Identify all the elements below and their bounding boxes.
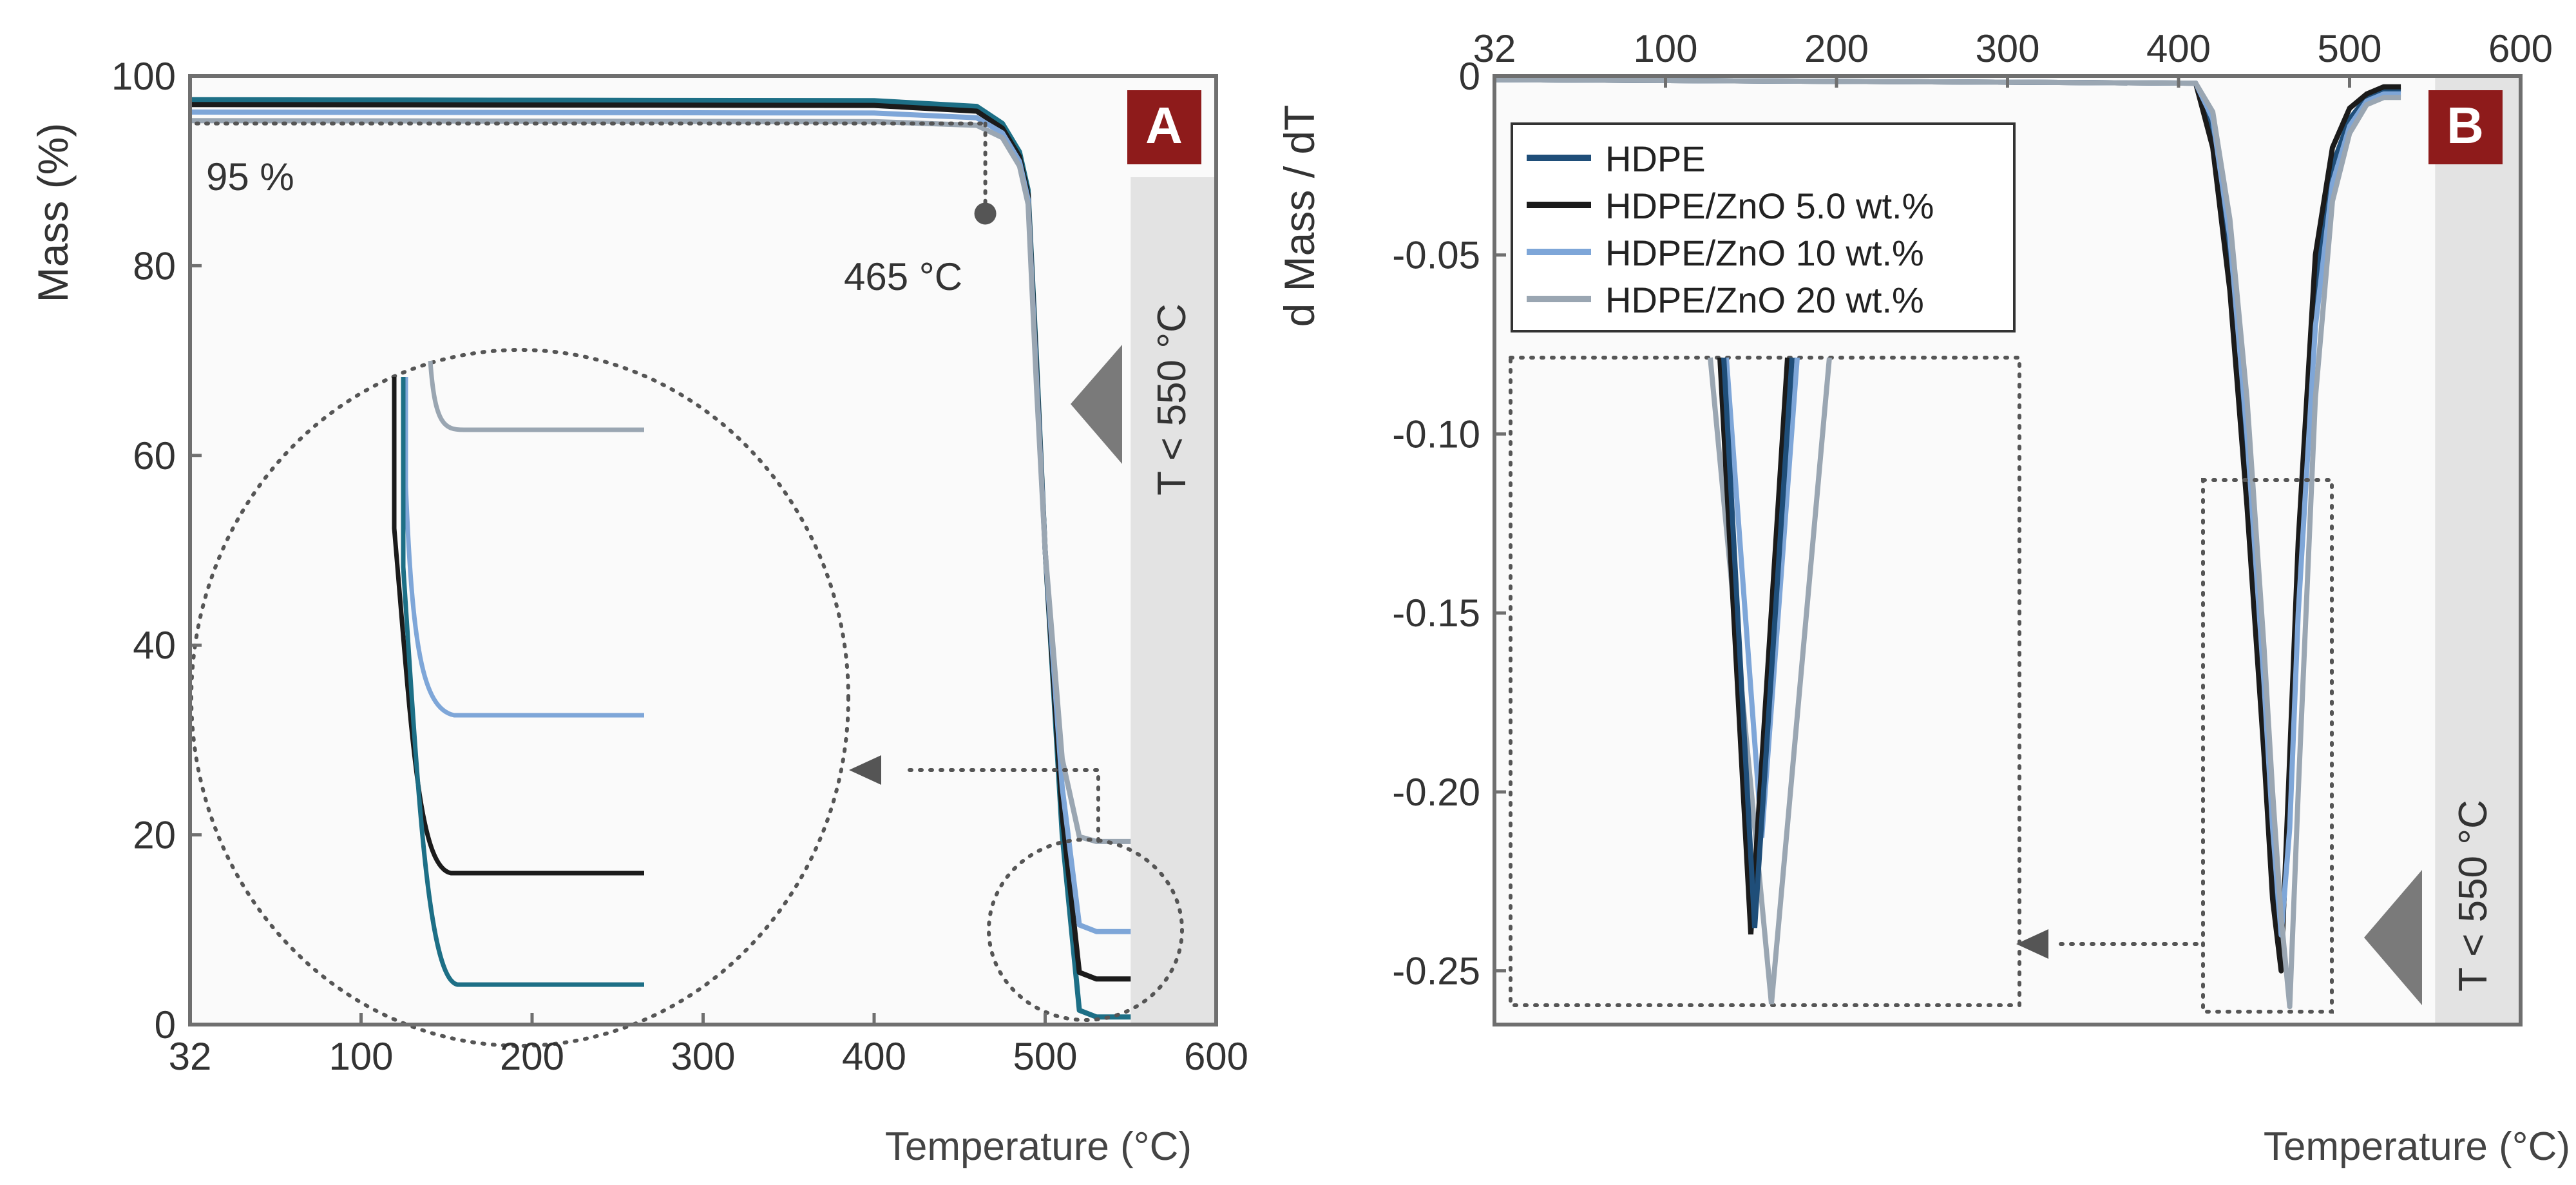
zoom-box-inset bbox=[1509, 356, 2021, 1007]
panel-a-region-label: T < 550 °C bbox=[1150, 303, 1194, 496]
legend-label-zno20: HDPE/ZnO 20 wt.% bbox=[1605, 280, 1924, 320]
panel-a-x-tick-label: 200 bbox=[500, 1035, 564, 1078]
panel-b-y-tick-label: 0 bbox=[1459, 55, 1480, 98]
legend-label-zno5: HDPE/ZnO 5.0 wt.% bbox=[1605, 186, 1934, 226]
legend-label-zno10: HDPE/ZnO 10 wt.% bbox=[1605, 233, 1924, 273]
panel-b-x-tick-label: 300 bbox=[1975, 27, 2039, 70]
panel-b-x-ticks: 32 100 200 300 400 500 600 bbox=[1473, 27, 2553, 88]
panel-b: T < 550 °C HDPE HDPE/ZnO 5.0 wt.% HDPE/Z… bbox=[1275, 27, 2570, 1169]
panel-b-region-band bbox=[2435, 76, 2521, 1025]
threshold-label: 95 % bbox=[206, 155, 294, 198]
panel-a-y-tick-label: 60 bbox=[133, 434, 176, 477]
panel-b-x-axis-title: Temperature (°C) bbox=[2264, 1124, 2570, 1169]
panel-b-y-ticks: 0 -0.05 -0.10 -0.15 -0.20 -0.25 bbox=[1392, 55, 1506, 993]
panel-a-x-ticks: 32 100 200 300 400 500 600 bbox=[169, 1013, 1248, 1078]
legend-label-hdpe: HDPE bbox=[1605, 139, 1706, 179]
panel-b-y-tick-label: -0.10 bbox=[1392, 412, 1480, 456]
panel-b-series bbox=[1494, 77, 2401, 1010]
panel-b-x-tick-label: 600 bbox=[2488, 27, 2553, 70]
panel-a-region-arrow bbox=[1071, 345, 1122, 464]
panel-a-x-tick-label: 32 bbox=[169, 1035, 212, 1078]
legend: HDPE HDPE/ZnO 5.0 wt.% HDPE/ZnO 10 wt.% … bbox=[1511, 122, 2016, 332]
panel-b-badge bbox=[2428, 90, 2503, 164]
panel-b-y-axis-title: d Mass / dT bbox=[1275, 105, 1323, 327]
panel-b-y-tick-label: -0.20 bbox=[1392, 771, 1480, 814]
panel-a-y-tick-label: 0 bbox=[155, 1003, 176, 1046]
legend-box bbox=[1511, 122, 2016, 332]
zoom-curve-hdpe bbox=[401, 377, 644, 987]
zoom-inset bbox=[392, 360, 644, 987]
zoom-b-curve-zno5 bbox=[1717, 357, 1790, 935]
zoom-b-curve-hdpe bbox=[1721, 357, 1795, 929]
zoom-box-target bbox=[2201, 478, 2334, 1014]
panel-b-y-tick-label: -0.15 bbox=[1392, 592, 1480, 635]
zoom-curve-zno10 bbox=[403, 377, 644, 718]
panel-a-y-ticks: 0 20 40 60 80 100 bbox=[111, 55, 202, 1046]
panel-a-badge-label: A bbox=[1145, 97, 1183, 154]
panel-a-region-band bbox=[1131, 177, 1216, 1025]
onset-label: 465 °C bbox=[844, 255, 962, 298]
panel-b-y-tick-label: -0.25 bbox=[1392, 950, 1480, 993]
panel-b-series-line-3 bbox=[1494, 77, 2401, 1010]
panel-a-y-axis-title: Mass (%) bbox=[29, 123, 77, 303]
zoom-b-connector-arrowhead bbox=[2016, 929, 2048, 959]
panel-a-y-tick-label: 40 bbox=[133, 624, 176, 667]
panel-b-x-tick-label: 400 bbox=[2146, 27, 2211, 70]
panel-a-plot-area bbox=[190, 76, 1216, 1025]
zoom-target-circle bbox=[987, 838, 1184, 1022]
panel-a-x-tick-label: 100 bbox=[329, 1035, 393, 1078]
panel-b-x-tick-label: 200 bbox=[1804, 27, 1869, 70]
panel-a-y-tick-label: 20 bbox=[133, 814, 176, 857]
onset-marker bbox=[974, 202, 997, 225]
panel-b-region-arrow bbox=[2364, 870, 2422, 1005]
panel-b-x-tick-label: 32 bbox=[1473, 27, 1516, 70]
panel-a-x-tick-label: 300 bbox=[671, 1035, 735, 1078]
panel-b-x-tick-label: 100 bbox=[1633, 27, 1697, 70]
panel-a-y-tick-label: 80 bbox=[133, 244, 176, 287]
panel-b-badge-label: B bbox=[2447, 97, 2484, 154]
zoom-inset-b bbox=[1708, 357, 1832, 1005]
panel-b-region-label: T < 550 °C bbox=[2451, 800, 2495, 992]
panel-a-x-axis-title: Temperature (°C) bbox=[885, 1124, 1192, 1169]
panel-a-x-tick-label: 500 bbox=[1013, 1035, 1077, 1078]
zoom-connector-arrowhead bbox=[849, 755, 881, 785]
panel-b-y-tick-label: -0.05 bbox=[1392, 234, 1480, 277]
panel-a-badge bbox=[1127, 90, 1201, 164]
panel-a-y-tick-label: 100 bbox=[111, 55, 176, 98]
panel-a-x-tick-label: 600 bbox=[1184, 1035, 1248, 1078]
panel-a-series bbox=[190, 97, 1131, 1020]
panel-b-x-tick-label: 500 bbox=[2317, 27, 2381, 70]
zoom-curve-zno20 bbox=[428, 360, 644, 432]
panel-a-x-tick-label: 400 bbox=[842, 1035, 906, 1078]
zoom-connector bbox=[900, 768, 1100, 843]
panel-a: T < 550 °C 95 % 465 °C 32 100 200 300 400 500… bbox=[29, 55, 1248, 1169]
